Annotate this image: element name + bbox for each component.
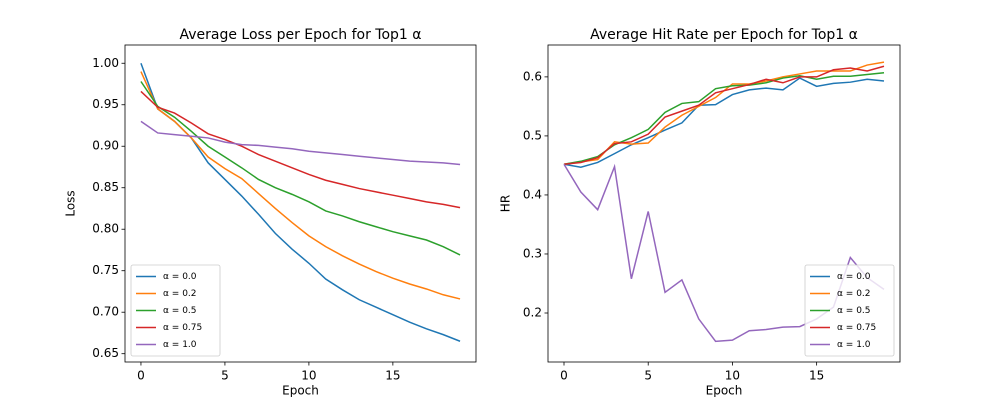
y-tick-label: 0.5: [523, 128, 542, 142]
legend-label: α = 0.0: [837, 272, 871, 282]
x-tick-label: 0: [560, 369, 568, 383]
y-tick-label: 1.00: [92, 56, 119, 70]
y-tick-label: 0.90: [92, 139, 119, 153]
y-tick-label: 0.65: [92, 346, 119, 360]
axes-frame: [547, 44, 901, 363]
plot-area: [140, 63, 461, 342]
y-tick-label: 0.2: [523, 306, 542, 320]
legend-label: α = 0.75: [837, 323, 876, 333]
y-tick-label: 0.95: [92, 97, 119, 111]
subplot: 0 5 10 15 0.65 0.70 0.75 0.80 0.85 0.90 0.95 1.00 Av…: [64, 27, 477, 398]
series-line: [563, 71, 885, 165]
legend-box: [130, 264, 221, 357]
legend-label: α = 0.5: [163, 306, 197, 316]
y-tick-label: 0.70: [92, 305, 119, 319]
x-tick-label: 0: [137, 369, 145, 383]
x-axis-label: Epoch: [282, 384, 319, 398]
legend-label: α = 0.2: [837, 289, 871, 299]
x-tick-label: 15: [385, 369, 400, 383]
y-tick-label: 0.80: [92, 222, 119, 236]
axes-frame: [124, 44, 477, 363]
y-tick-label: 0.4: [523, 187, 542, 201]
legend-label: α = 0.5: [837, 306, 871, 316]
series-line: [563, 61, 885, 165]
y-axis-label: Loss: [64, 190, 78, 216]
legend-label: α = 0.75: [163, 323, 202, 333]
series-line: [140, 120, 461, 166]
y-axis-label: HR: [499, 195, 513, 212]
series-line: [563, 65, 885, 165]
legend-box: [804, 264, 895, 357]
y-tick-label: 0.3: [523, 246, 542, 260]
series-line: [563, 77, 885, 168]
legend: α = 0.0 α = 0.2 α = 0.5 α = 0.75 α = 1.0: [804, 264, 895, 357]
series-line: [140, 90, 461, 209]
y-tick-label: 0.75: [92, 263, 119, 277]
subplot: 0 5 10 15 0.2 0.3 0.4 0.5 0.6 Average Hit Rate pe…: [499, 27, 901, 398]
x-tick-label: 5: [221, 369, 229, 383]
x-tick-label: 10: [725, 369, 740, 383]
y-tick-label: 0.85: [92, 180, 119, 194]
x-tick-label: 5: [644, 369, 652, 383]
series-line: [140, 81, 461, 256]
plot-area: [563, 61, 885, 343]
chart-title: Average Hit Rate per Epoch for Top1 α: [590, 27, 858, 43]
legend-label: α = 1.0: [163, 340, 197, 350]
x-tick-label: 10: [301, 369, 316, 383]
legend-label: α = 0.2: [163, 289, 197, 299]
legend-label: α = 0.0: [163, 272, 197, 282]
chart-title: Average Loss per Epoch for Top1 α: [179, 27, 421, 43]
x-tick-label: 15: [809, 369, 824, 383]
legend-label: α = 1.0: [837, 340, 871, 350]
y-tick-label: 0.6: [523, 69, 542, 83]
series-line: [140, 71, 461, 300]
x-axis-label: Epoch: [706, 384, 743, 398]
legend: α = 0.0 α = 0.2 α = 0.5 α = 0.75 α = 1.0: [130, 264, 221, 357]
